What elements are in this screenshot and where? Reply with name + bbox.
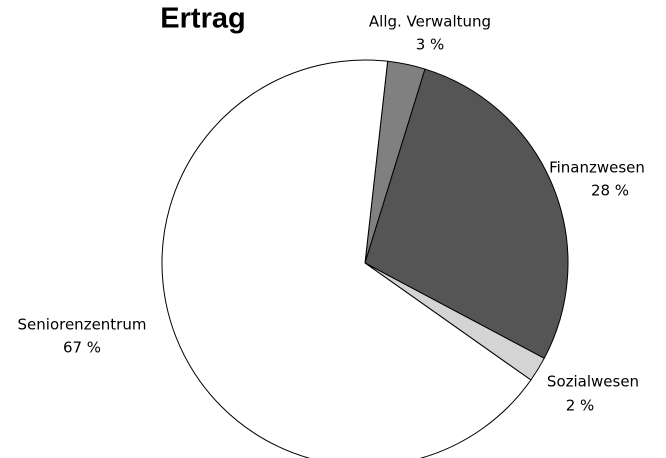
chart-title: Ertrag — [160, 3, 245, 35]
slice-label: Seniorenzentrum — [18, 316, 147, 334]
pie-slice — [364, 68, 569, 359]
pie-slice — [161, 59, 532, 458]
slice-value-label: 67 % — [63, 339, 101, 357]
slice-value-label: 28 % — [591, 182, 629, 200]
slice-value-label: 2 % — [566, 397, 595, 415]
slice-label: Finanzwesen — [549, 159, 645, 177]
slice-label: Sozialwesen — [547, 373, 639, 391]
slice-label: Allg. Verwaltung — [369, 13, 491, 31]
slice-value-label: 3 % — [416, 36, 445, 54]
